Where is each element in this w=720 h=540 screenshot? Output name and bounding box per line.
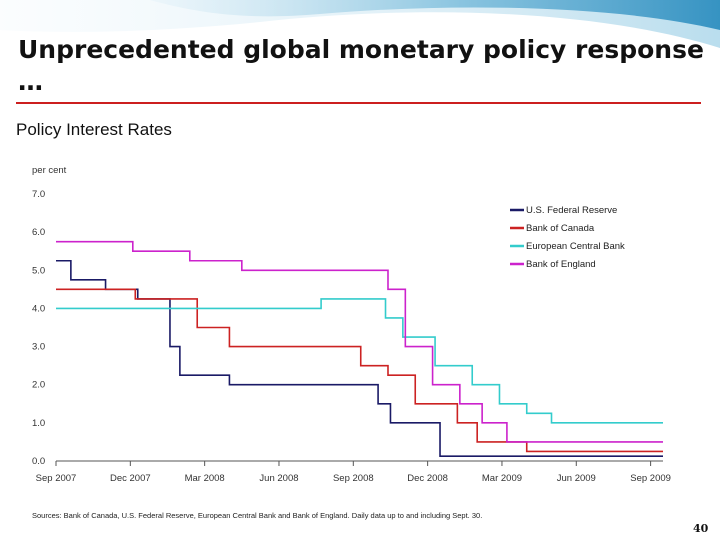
policy-rates-chart: per cent 0.0 1.0 2.0 3.0 4.0 5.0 6.0 7.0 Sep 2007… bbox=[32, 165, 671, 484]
slide-title: Unprecedented global monetary policy res… bbox=[18, 35, 704, 96]
x-tick-label: Mar 2009 bbox=[482, 473, 522, 484]
x-tick-label: Dec 2008 bbox=[407, 473, 448, 484]
page-number: 40 bbox=[693, 522, 709, 535]
series-line-european-central-bank bbox=[56, 298, 663, 424]
legend-label-bank-of-canada: Bank of Canada bbox=[526, 223, 595, 234]
y-tick-label: 3.0 bbox=[32, 342, 45, 353]
title-rule bbox=[16, 102, 701, 104]
source-note: Sources: Bank of Canada, U.S. Federal Re… bbox=[32, 511, 483, 520]
series-line-bank-of-canada bbox=[56, 288, 663, 453]
legend-label-bank-of-england: Bank of England bbox=[526, 259, 596, 270]
x-tick-label: Jun 2009 bbox=[557, 473, 596, 484]
y-tick-label: 1.0 bbox=[32, 418, 45, 429]
x-tick-label: Sep 2009 bbox=[630, 473, 671, 484]
x-tick-label: Sep 2007 bbox=[36, 473, 77, 484]
y-tick-label: 0.0 bbox=[32, 456, 45, 467]
y-tick-label: 6.0 bbox=[32, 227, 45, 238]
x-tick-label: Sep 2008 bbox=[333, 473, 374, 484]
legend-label-european-central-bank: European Central Bank bbox=[526, 241, 625, 252]
y-axis-label: per cent bbox=[32, 165, 67, 176]
y-tick-label: 5.0 bbox=[32, 265, 45, 276]
header-swoosh bbox=[0, 0, 720, 48]
y-tick-label: 4.0 bbox=[32, 303, 45, 314]
chart-subtitle: Policy Interest Rates bbox=[16, 120, 172, 139]
legend-label-u-s-federal-reserve: U.S. Federal Reserve bbox=[526, 205, 617, 216]
series-line-bank-of-england bbox=[56, 240, 663, 443]
x-tick-label: Mar 2008 bbox=[185, 473, 225, 484]
series-line-u-s-federal-reserve bbox=[56, 259, 663, 458]
y-tick-label: 7.0 bbox=[32, 189, 45, 200]
x-tick-label: Dec 2007 bbox=[110, 473, 151, 484]
y-tick-label: 2.0 bbox=[32, 380, 45, 391]
x-tick-label: Jun 2008 bbox=[259, 473, 298, 484]
